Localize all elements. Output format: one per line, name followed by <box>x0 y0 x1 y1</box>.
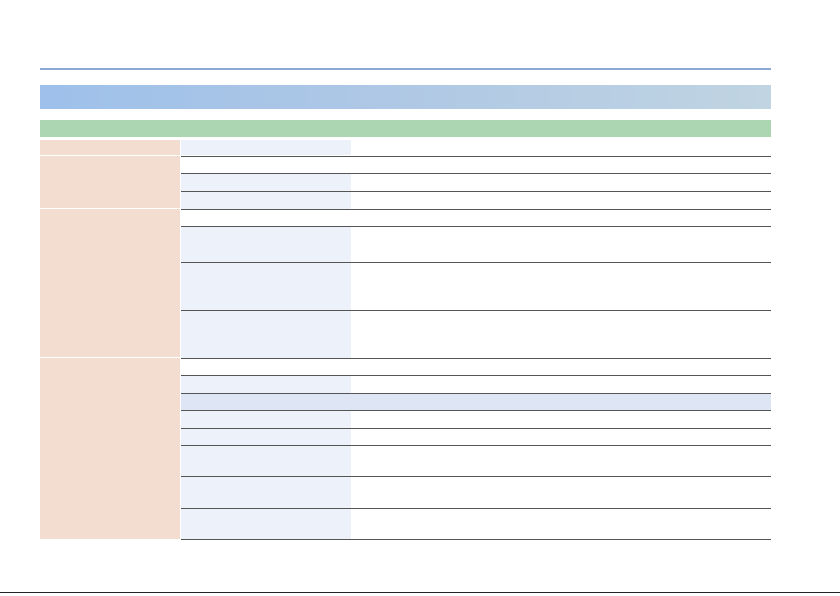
param-cell <box>181 477 351 508</box>
table-band-row <box>181 393 771 410</box>
row-divider <box>181 173 771 174</box>
table-header-param-cell <box>181 140 351 155</box>
subsection-header-bar <box>40 120 771 137</box>
row-divider <box>181 410 771 411</box>
row-divider <box>181 476 771 477</box>
table-header-group-cell <box>40 140 180 155</box>
param-cell <box>181 227 351 262</box>
group-divider <box>40 208 180 209</box>
row-divider <box>181 262 771 263</box>
group-cell-2 <box>40 209 180 357</box>
param-cell <box>181 429 351 445</box>
group-divider <box>40 155 180 156</box>
param-cell <box>181 509 351 539</box>
row-divider <box>181 226 771 227</box>
row-divider <box>181 445 771 446</box>
param-cell <box>181 311 351 358</box>
row-divider <box>181 209 771 210</box>
group-cell-3 <box>40 358 180 539</box>
group-divider <box>40 357 180 358</box>
row-divider <box>181 508 771 509</box>
param-cell <box>181 446 351 476</box>
row-divider <box>181 539 771 540</box>
row-divider <box>181 375 771 376</box>
section-header-bar <box>40 85 771 109</box>
page-bottom-rule <box>0 592 840 593</box>
param-cell <box>181 192 351 209</box>
table-header-desc-cell <box>352 140 771 155</box>
param-cell <box>181 263 351 310</box>
param-cell <box>181 376 351 393</box>
row-divider <box>181 393 771 394</box>
top-rule <box>40 68 771 70</box>
row-divider <box>181 310 771 311</box>
group-cell-1 <box>40 156 180 208</box>
param-cell <box>181 411 351 428</box>
row-divider <box>181 191 771 192</box>
param-cell <box>181 174 351 191</box>
row-divider <box>181 428 771 429</box>
row-divider <box>181 358 771 359</box>
row-divider <box>181 156 771 157</box>
